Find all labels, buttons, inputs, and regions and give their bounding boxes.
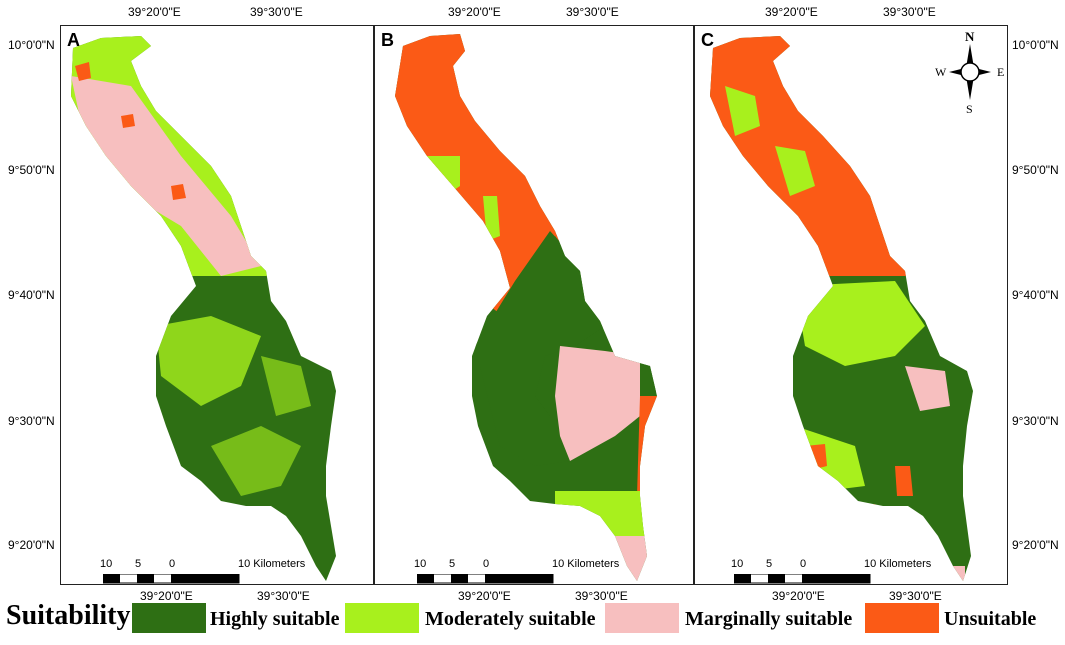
left-lat-label-2: 9°50'0"N [8, 163, 55, 177]
scale-bar-a-tick-10: 10 [100, 558, 113, 570]
scale-bar-b-end-label: 10 Kilometers [552, 558, 620, 570]
scale-bar-c: 10 5 0 10 Kilometers [731, 558, 954, 588]
right-lat-label-3: 9°40'0"N [1012, 288, 1059, 302]
map-c-moderate-patch-3 [795, 281, 925, 366]
left-lat-label-4: 9°30'0"N [8, 414, 55, 428]
map-c-marginal-patch-1 [905, 366, 950, 411]
map-b-canvas [395, 34, 657, 581]
map-b-moderate-south [555, 491, 650, 536]
top-lon-label-a1: 39°20'0"E [128, 5, 181, 19]
scale-bar-b-graphic [417, 574, 554, 584]
map-c-moderate-patch-4 [795, 426, 865, 491]
scale-bar-c-tick-0: 0 [800, 558, 807, 570]
right-lat-label-5: 9°20'0"N [1012, 538, 1059, 552]
map-a-marginal-area [71, 76, 261, 276]
legend-label-marginally-suitable: Marginally suitable [685, 608, 853, 630]
panel-letter-a: A [67, 30, 80, 50]
bottom-lon-label-a2: 39°30'0"E [257, 589, 310, 603]
map-c-moderate-patch-2 [775, 146, 815, 196]
bottom-lon-label-a1: 39°20'0"E [140, 589, 193, 603]
legend-label-moderately-suitable: Moderately suitable [425, 608, 596, 630]
map-c-unsuitable-patch-3 [845, 504, 877, 521]
panel-letter-c: C [701, 30, 714, 50]
scale-bar-a-end-label: 10 Kilometers [238, 558, 306, 570]
map-panel-a: A [60, 25, 374, 585]
legend: Suitability Highly suitable Moderately s… [0, 594, 1065, 644]
south-label: S [966, 102, 973, 116]
map-b-moderate-patch-2 [483, 196, 500, 241]
left-lat-label-1: 10°0'0"N [8, 38, 55, 52]
right-lat-label-4: 9°30'0"N [1012, 414, 1059, 428]
map-c-moderate-patch-1 [725, 86, 760, 136]
east-label: E [997, 65, 1005, 79]
map-a-canvas [71, 36, 336, 581]
left-lat-label-5: 9°20'0"N [8, 538, 55, 552]
scale-bar-c-end-label: 10 Kilometers [864, 558, 932, 570]
scale-bar-a-graphic [103, 574, 240, 584]
scale-bar-c-tick-5: 5 [766, 558, 773, 570]
bottom-lon-label-b1: 39°20'0"E [458, 589, 511, 603]
map-a-moderate-patch-1 [156, 316, 261, 406]
scale-bar-a: 10 5 0 10 Kilometers [100, 558, 323, 588]
map-a-moderate-patch-3 [261, 356, 311, 416]
legend-title: Suitability [6, 600, 131, 631]
legend-swatch-highly-suitable [132, 603, 206, 633]
legend-swatch-moderately-suitable [345, 603, 419, 633]
map-b-moderate-patch-1 [395, 156, 460, 206]
right-lat-label-1: 10°0'0"N [1012, 38, 1059, 52]
north-arrow: N S W E [935, 29, 1005, 120]
scale-bar-c-tick-10: 10 [731, 558, 744, 570]
scale-bar-c-graphic [734, 574, 871, 584]
compass-rose-icon [949, 44, 991, 100]
top-lon-label-b2: 39°30'0"E [566, 5, 619, 19]
top-lon-label-a2: 39°30'0"E [250, 5, 303, 19]
map-b-marginal-center [555, 346, 640, 461]
map-b-highly-ridge [475, 231, 605, 466]
north-label: N [965, 29, 975, 44]
bottom-lon-label-b2: 39°30'0"E [575, 589, 628, 603]
legend-swatch-unsuitable [865, 603, 939, 633]
bottom-lon-label-c2: 39°30'0"E [889, 589, 942, 603]
scale-bar-b: 10 5 0 10 Kilometers [414, 558, 637, 588]
scale-bar-b-tick-5: 5 [449, 558, 456, 570]
west-label: W [935, 65, 947, 79]
scale-bar-b-tick-0: 0 [483, 558, 490, 570]
panel-letter-b: B [381, 30, 394, 50]
legend-swatch-marginally-suitable [605, 603, 679, 633]
map-b-unsuitable-east [637, 396, 657, 496]
scale-bar-a-tick-5: 5 [135, 558, 142, 570]
scale-bar-a-tick-0: 0 [169, 558, 176, 570]
legend-label-unsuitable: Unsuitable [944, 608, 1037, 630]
map-panel-c: C [694, 25, 1008, 585]
map-c-unsuitable-patch-2 [895, 466, 913, 496]
right-lat-label-2: 9°50'0"N [1012, 163, 1059, 177]
bottom-lon-label-c1: 39°20'0"E [772, 589, 825, 603]
map-a-moderate-patch-2 [211, 426, 301, 496]
legend-label-highly-suitable: Highly suitable [210, 608, 340, 630]
left-lat-label-3: 9°40'0"N [8, 288, 55, 302]
top-lon-label-c2: 39°30'0"E [883, 5, 936, 19]
top-lon-label-b1: 39°20'0"E [448, 5, 501, 19]
map-b-highly-east [640, 356, 657, 396]
scale-bar-b-tick-10: 10 [414, 558, 427, 570]
map-c-canvas [710, 36, 973, 581]
map-a-unsuitable-patch-2 [121, 114, 135, 128]
top-lon-label-c1: 39°20'0"E [765, 5, 818, 19]
map-panel-b: B [374, 25, 694, 585]
map-a-unsuitable-patch-3 [171, 184, 186, 200]
map-a-unsuitable-patch-1 [75, 62, 91, 81]
